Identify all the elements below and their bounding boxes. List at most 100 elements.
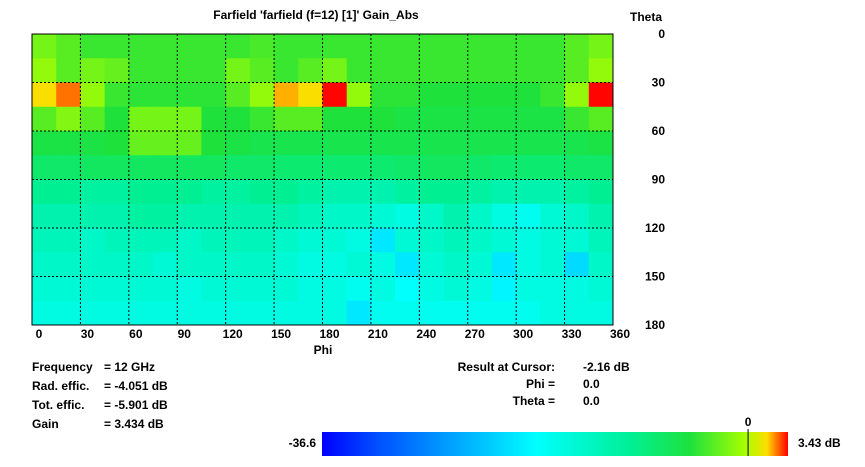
heatmap-cell xyxy=(322,34,348,59)
heatmap-cell xyxy=(225,106,251,132)
heatmap-cell xyxy=(80,58,106,83)
heatmap-cell xyxy=(564,179,590,205)
cursor-value: -2.16 dB xyxy=(583,360,630,374)
heatmap-cell xyxy=(153,179,178,205)
heatmap-cell xyxy=(298,252,323,277)
heatmap-cell xyxy=(249,276,275,302)
heatmap-cell xyxy=(274,58,299,83)
heatmap-cell xyxy=(346,34,372,59)
heatmap-cell xyxy=(516,34,541,59)
heatmap-cell xyxy=(419,179,445,205)
heatmap-cell xyxy=(225,179,251,205)
heatmap-cell xyxy=(225,131,251,156)
heatmap-cell xyxy=(56,276,81,302)
heatmap-cell xyxy=(128,228,154,253)
info-value: = -5.901 dB xyxy=(104,398,168,412)
heatmap-cell xyxy=(540,82,566,108)
heatmap-cell xyxy=(443,106,469,132)
heatmap-cell xyxy=(443,131,469,156)
heatmap-cell xyxy=(491,58,517,83)
heatmap-cell xyxy=(322,228,348,253)
plot-frame xyxy=(31,33,614,326)
heatmap-cell xyxy=(32,155,57,180)
heatmap-cell xyxy=(370,34,396,59)
y-tick-label: 30 xyxy=(652,76,666,90)
heatmap-cell xyxy=(32,34,57,59)
heatmap-cell xyxy=(370,82,396,108)
heatmap-cell xyxy=(540,276,566,302)
heatmap-cell xyxy=(128,82,154,108)
heatmap-cell xyxy=(443,82,469,108)
heatmap-cell xyxy=(491,131,517,156)
cursor-value: 0.0 xyxy=(583,394,600,408)
x-tick-label: 300 xyxy=(513,327,533,341)
heatmap-cell xyxy=(467,179,493,205)
heatmap-cell xyxy=(491,252,517,277)
heatmap-cell xyxy=(516,300,541,326)
heatmap-cell xyxy=(153,203,178,229)
heatmap-cell xyxy=(128,203,154,229)
heatmap-cell xyxy=(370,228,396,253)
heatmap-cell xyxy=(80,82,106,108)
heatmap-cell xyxy=(249,203,275,229)
heatmap-cell xyxy=(370,179,396,205)
heatmap-cell xyxy=(540,179,566,205)
heatmap-cell xyxy=(419,58,445,83)
heatmap-cell xyxy=(128,131,154,156)
heatmap-cell xyxy=(395,203,420,229)
heatmap-cell xyxy=(177,203,202,229)
heatmap-cell xyxy=(370,131,396,156)
heatmap-cell xyxy=(395,82,420,108)
x-tick-label: 270 xyxy=(465,327,485,341)
heatmap-cell xyxy=(274,276,299,302)
heatmap-cell xyxy=(564,276,590,302)
heatmap-cell xyxy=(32,276,57,302)
heatmap-cell xyxy=(177,300,202,326)
heatmap-cell xyxy=(32,252,57,277)
heatmap-cell xyxy=(443,34,469,59)
heatmap-cell xyxy=(104,34,130,59)
heatmap-cell xyxy=(346,179,372,205)
heatmap-cell xyxy=(201,179,227,205)
heatmap-cell xyxy=(395,58,420,83)
heatmap-cell xyxy=(322,155,348,180)
heatmap-cell xyxy=(395,252,420,277)
heatmap-cell xyxy=(177,252,202,277)
heatmap-cell xyxy=(516,155,541,180)
heatmap-cell xyxy=(395,155,420,180)
heatmap-cell xyxy=(128,179,154,205)
x-tick-label: 330 xyxy=(562,327,582,341)
heatmap-cell xyxy=(104,58,130,83)
heatmap-cell xyxy=(370,106,396,132)
heatmap-cell xyxy=(153,228,178,253)
y-tick-label: 150 xyxy=(645,270,665,284)
heatmap-cell xyxy=(128,106,154,132)
heatmap-cell xyxy=(395,131,420,156)
colorbar-label: 3.43 dB xyxy=(798,436,841,450)
heatmap-cell xyxy=(177,179,202,205)
x-tick-label: 180 xyxy=(319,327,339,341)
heatmap-cell xyxy=(419,276,445,302)
heatmap-cell xyxy=(564,34,590,59)
heatmap-cell xyxy=(249,58,275,83)
heatmap-cell xyxy=(128,252,154,277)
heatmap-cell xyxy=(564,82,590,108)
heatmap-cell xyxy=(564,252,590,277)
x-tick-label: 60 xyxy=(129,327,143,341)
heatmap-cell xyxy=(419,300,445,326)
heatmap-cell xyxy=(201,228,227,253)
heatmap-cell xyxy=(540,58,566,83)
heatmap-cell xyxy=(80,155,106,180)
colorbar-label: 0 xyxy=(745,415,752,429)
heatmap-cell xyxy=(32,228,57,253)
heatmap-cell xyxy=(80,34,106,59)
heatmap-cell xyxy=(32,82,57,108)
info-label: Tot. effic. xyxy=(32,398,84,412)
heatmap-cell xyxy=(104,179,130,205)
heatmap-cell xyxy=(298,179,323,205)
heatmap-cell xyxy=(56,34,81,59)
heatmap-cell xyxy=(177,131,202,156)
heatmap-cell xyxy=(588,106,614,132)
heatmap-cell xyxy=(32,58,57,83)
x-tick-label: 240 xyxy=(416,327,436,341)
